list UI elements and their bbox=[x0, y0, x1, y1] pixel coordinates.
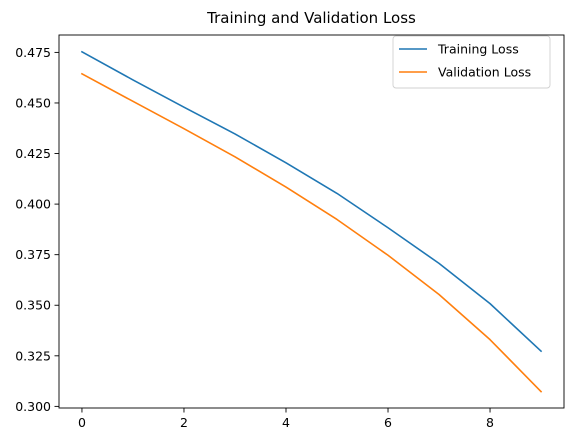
y-tick-label: 0.350 bbox=[15, 298, 51, 313]
chart-title: Training and Validation Loss bbox=[206, 9, 416, 27]
x-tick-label: 4 bbox=[282, 415, 290, 430]
y-tick-label: 0.475 bbox=[15, 45, 51, 60]
legend-label-training-loss: Training Loss bbox=[437, 42, 519, 57]
y-tick-label: 0.425 bbox=[15, 146, 51, 161]
y-tick-label: 0.400 bbox=[15, 197, 51, 212]
axes-frame bbox=[58, 34, 565, 409]
series-line-validation-loss bbox=[80, 72, 543, 393]
y-axis: 0.300 0.325 0.350 0.375 0.400 0.425 0.450 0.475 bbox=[15, 45, 59, 414]
y-tick-label: 0.325 bbox=[15, 348, 51, 363]
series-layer bbox=[80, 50, 543, 393]
x-tick-label: 8 bbox=[486, 415, 494, 430]
y-tick-label: 0.300 bbox=[15, 399, 51, 414]
legend: Training Loss Validation Loss bbox=[392, 35, 551, 89]
x-axis: 0 2 4 6 8 bbox=[78, 408, 494, 430]
y-tick-label: 0.450 bbox=[15, 95, 51, 110]
x-tick-label: 0 bbox=[78, 415, 86, 430]
legend-label-validation-loss: Validation Loss bbox=[438, 65, 531, 80]
series-line-training-loss bbox=[80, 50, 543, 353]
plot-area bbox=[58, 34, 565, 409]
x-tick-label: 6 bbox=[384, 415, 392, 430]
legend-box bbox=[392, 35, 551, 89]
x-tick-label: 2 bbox=[180, 415, 188, 430]
y-tick-label: 0.375 bbox=[15, 247, 51, 262]
